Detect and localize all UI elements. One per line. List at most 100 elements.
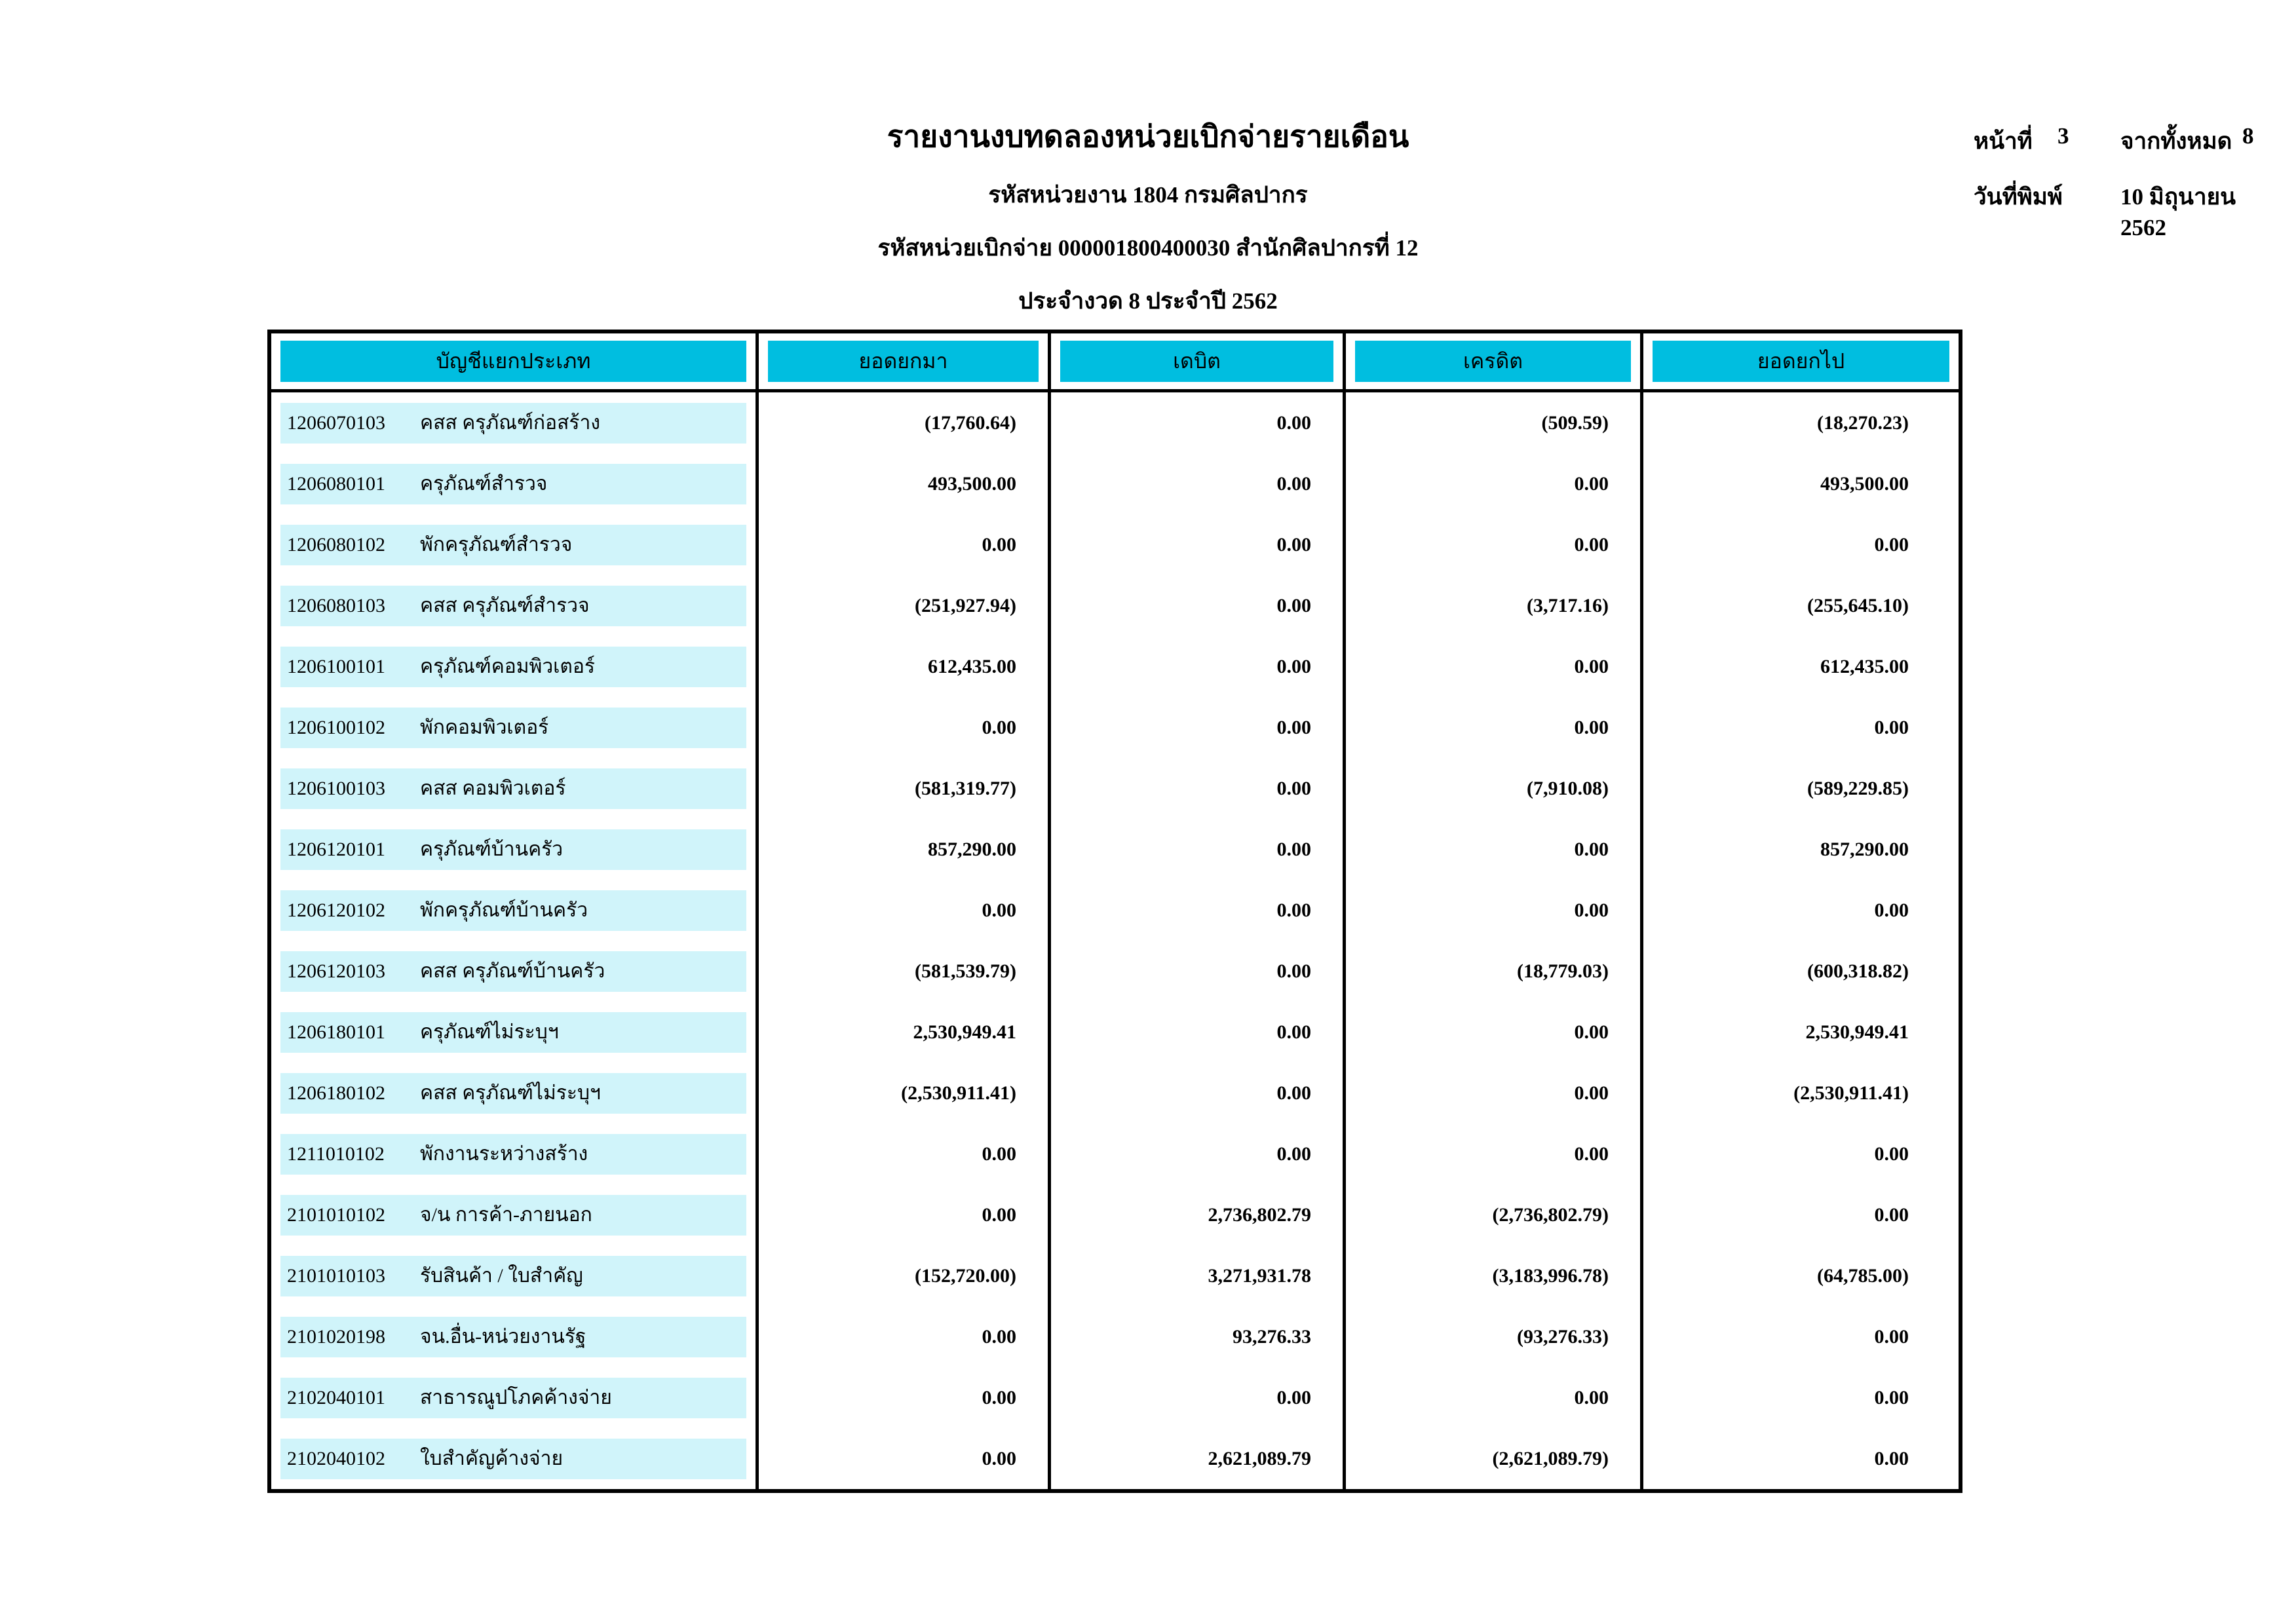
print-date-label: วันที่พิมพ์ (1974, 184, 2063, 210)
debit-value: 0.00 (1051, 941, 1346, 1002)
table-row: 1206120101 ครุภัณฑ์บ้านครัว 857,290.00 0… (271, 819, 1959, 880)
account-name: คสส ครุภัณฑ์ไม่ระบุฯ (420, 1082, 601, 1104)
closing-balance-value: (600,318.82) (1807, 960, 1909, 982)
account-band: 1206180101 ครุภัณฑ์ไม่ระบุฯ (280, 1011, 746, 1053)
account-code: 2101020198 (287, 1325, 385, 1348)
table-row: 1211010102 พักงานระหว่างสร้าง 0.00 0.00 … (271, 1124, 1959, 1184)
account-name: สาธารณูปโภคค้างจ่าย (420, 1387, 612, 1408)
closing-balance-value: 0.00 (1874, 1142, 1909, 1165)
opening-balance-value: 612,435.00 (759, 636, 1051, 697)
credit-value: 0.00 (1346, 697, 1643, 758)
account-code: 1206100103 (287, 777, 385, 799)
table-row: 1206080101 ครุภัณฑ์สำรวจ 493,500.00 0.00… (271, 453, 1959, 514)
account-band: 1206120103 คสส ครุภัณฑ์บ้านครัว (280, 951, 746, 992)
account-cell: 2101020198 จน.อื่น-หน่วยงานรัฐ (271, 1306, 759, 1367)
credit-value: (509.59) (1346, 392, 1643, 453)
credit-value: 0.00 (1346, 636, 1643, 697)
debit-value: 0.00 (1051, 1063, 1346, 1124)
header-cell-account: บัญชีแยกประเภท (271, 333, 759, 389)
account-cell: 1206070103 คสส ครุภัณฑ์ก่อสร้าง (271, 392, 759, 453)
table-row: 1206100103 คสส คอมพิวเตอร์ (581,319.77) … (271, 758, 1959, 819)
debit-value: 0.00 (1051, 1367, 1346, 1428)
account-band: 1206100103 คสส คอมพิวเตอร์ (280, 768, 746, 809)
account-code: 1211010102 (287, 1142, 385, 1165)
account-band: 2102040101 สาธารณูปโภคค้างจ่าย (280, 1377, 746, 1418)
closing-balance-value: 0.00 (1874, 716, 1909, 738)
credit-value: (2,736,802.79) (1346, 1184, 1643, 1245)
opening-balance-value: 0.00 (759, 697, 1051, 758)
table-row: 1206100102 พักคอมพิวเตอร์ 0.00 0.00 0.00… (271, 697, 1959, 758)
closing-balance-value: 612,435.00 (1820, 655, 1909, 677)
account-name: ครุภัณฑ์ไม่ระบุฯ (420, 1021, 559, 1043)
account-band: 1206070103 คสส ครุภัณฑ์ก่อสร้าง (280, 402, 746, 444)
closing-balance-value: (64,785.00) (1817, 1264, 1909, 1287)
account-code: 2102040101 (287, 1386, 385, 1408)
account-band: 1211010102 พักงานระหว่างสร้าง (280, 1133, 746, 1175)
report-title: รายงานงบทดลองหน่วยเบิกจ่ายรายเดือน (887, 120, 1409, 153)
account-code: 1206120101 (287, 838, 385, 860)
account-cell: 1206100103 คสส คอมพิวเตอร์ (271, 758, 759, 819)
closing-balance-value: 857,290.00 (1820, 838, 1909, 860)
account-band: 1206120102 พักครุภัณฑ์บ้านครัว (280, 890, 746, 931)
account-band: 1206080102 พักครุภัณฑ์สำรวจ (280, 524, 746, 565)
account-name: ครุภัณฑ์บ้านครัว (420, 839, 564, 860)
opening-balance-value: 2,530,949.41 (759, 1002, 1051, 1063)
debit-value: 0.00 (1051, 1002, 1346, 1063)
account-name: คสส คอมพิวเตอร์ (420, 778, 566, 799)
account-cell: 1206080102 พักครุภัณฑ์สำรวจ (271, 514, 759, 575)
opening-balance-value: 0.00 (759, 880, 1051, 941)
account-code: 1206180102 (287, 1082, 385, 1104)
opening-balance-value: 857,290.00 (759, 819, 1051, 880)
header-label-opening-balance: ยอดยกมา (768, 341, 1039, 382)
credit-value: (3,183,996.78) (1346, 1245, 1643, 1306)
table-body: 1206070103 คสส ครุภัณฑ์ก่อสร้าง (17,760.… (271, 392, 1959, 1489)
table-row: 1206100101 ครุภัณฑ์คอมพิวเตอร์ 612,435.0… (271, 636, 1959, 697)
opening-balance-value: (2,530,911.41) (759, 1063, 1051, 1124)
opening-balance-value: 0.00 (759, 1306, 1051, 1367)
agency-code-line: รหัสหน่วยงาน 1804 กรมศิลปากร (988, 182, 1308, 208)
account-code: 1206080101 (287, 472, 385, 495)
account-cell: 2101010103 รับสินค้า / ใบสำคัญ (271, 1245, 759, 1306)
header-cell-debit: เดบิต (1051, 333, 1346, 389)
trial-balance-table: บัญชีแยกประเภท ยอดยกมา เดบิต เครดิต ยอดย… (267, 330, 1962, 1493)
closing-balance-value: (589,229.85) (1807, 777, 1909, 799)
debit-value: 0.00 (1051, 697, 1346, 758)
table-row: 1206120102 พักครุภัณฑ์บ้านครัว 0.00 0.00… (271, 880, 1959, 941)
account-name: จ/น การค้า-ภายนอก (420, 1204, 592, 1226)
account-code: 1206120102 (287, 899, 385, 921)
credit-value: 0.00 (1346, 819, 1643, 880)
account-cell: 1206100102 พักคอมพิวเตอร์ (271, 697, 759, 758)
account-cell: 2102040101 สาธารณูปโภคค้างจ่าย (271, 1367, 759, 1428)
account-name: พักงานระหว่างสร้าง (420, 1143, 588, 1165)
account-band: 1206120101 ครุภัณฑ์บ้านครัว (280, 829, 746, 870)
closing-balance-value: 0.00 (1874, 1325, 1909, 1348)
page-total-label: จากทั้งหมด (2120, 128, 2232, 154)
account-band: 2102040102 ใบสำคัญค้างจ่าย (280, 1438, 746, 1479)
credit-value: 0.00 (1346, 880, 1643, 941)
opening-balance-value: (581,319.77) (759, 758, 1051, 819)
account-name: พักครุภัณฑ์บ้านครัว (420, 899, 588, 921)
document-header: รายงานงบทดลองหน่วยเบิกจ่ายรายเดือน รหัสห… (0, 122, 2296, 343)
account-cell: 1206080101 ครุภัณฑ์สำรวจ (271, 453, 759, 514)
print-date: 10 มิถุนายน 2562 (2120, 184, 2236, 240)
account-cell: 1211010102 พักงานระหว่างสร้าง (271, 1124, 759, 1184)
account-cell: 1206120101 ครุภัณฑ์บ้านครัว (271, 819, 759, 880)
account-code: 1206080102 (287, 533, 385, 556)
account-band: 2101020198 จน.อื่น-หน่วยงานรัฐ (280, 1316, 746, 1357)
header-label-account: บัญชีแยกประเภท (280, 341, 746, 382)
credit-value: 0.00 (1346, 514, 1643, 575)
credit-value: 0.00 (1346, 1367, 1643, 1428)
account-band: 1206080101 ครุภัณฑ์สำรวจ (280, 463, 746, 504)
opening-balance-value: (17,760.64) (759, 392, 1051, 453)
debit-value: 0.00 (1051, 758, 1346, 819)
account-code: 1206180101 (287, 1021, 385, 1043)
account-cell: 2101010102 จ/น การค้า-ภายนอก (271, 1184, 759, 1245)
debit-value: 0.00 (1051, 514, 1346, 575)
account-code: 2102040102 (287, 1447, 385, 1469)
header-label-debit: เดบิต (1060, 341, 1333, 382)
debit-value: 0.00 (1051, 880, 1346, 941)
closing-balance-value: 0.00 (1874, 1386, 1909, 1408)
account-cell: 1206180101 ครุภัณฑ์ไม่ระบุฯ (271, 1002, 759, 1063)
credit-value: (18,779.03) (1346, 941, 1643, 1002)
table-row: 1206070103 คสส ครุภัณฑ์ก่อสร้าง (17,760.… (271, 392, 1959, 453)
